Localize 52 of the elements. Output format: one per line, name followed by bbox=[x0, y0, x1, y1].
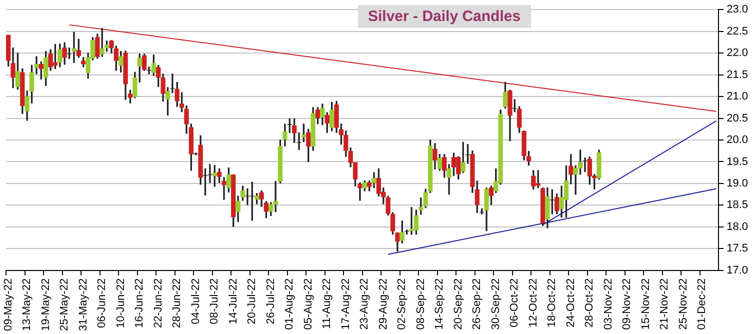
x-tick-label: 09-May-22 bbox=[2, 278, 14, 331]
x-tick-label: 30-Sep-22 bbox=[490, 278, 502, 330]
y-tick-label: 20.5 bbox=[726, 112, 748, 124]
y-tick-label: 23.0 bbox=[726, 4, 748, 16]
x-tick-label: 22-Jun-22 bbox=[152, 278, 164, 328]
x-tick-label: 06-Jun-22 bbox=[96, 278, 108, 328]
x-tick-label: 14-Sep-22 bbox=[434, 278, 446, 330]
x-tick-label: 18-Oct-22 bbox=[546, 278, 558, 328]
x-tick-label: 31-May-22 bbox=[77, 278, 90, 331]
y-tick-label: 19.5 bbox=[726, 156, 748, 168]
y-tick-label: 17.5 bbox=[726, 242, 748, 255]
x-tick-label: 28-Jun-22 bbox=[171, 278, 184, 328]
x-tick-label: 08-Sep-22 bbox=[414, 278, 427, 330]
x-tick-label: 26-Sep-22 bbox=[471, 278, 484, 330]
x-tick-label: 13-May-22 bbox=[21, 278, 34, 331]
x-tick-label: 17-Aug-22 bbox=[340, 278, 352, 330]
x-tick-label: 16-Jun-22 bbox=[134, 278, 146, 328]
x-tick-label: 29-Aug-22 bbox=[377, 278, 390, 330]
x-tick-label: 12-Oct-22 bbox=[527, 278, 540, 328]
x-tick-label: 01-Aug-22 bbox=[284, 278, 296, 330]
x-tick-label: 25-Nov-22 bbox=[677, 278, 690, 330]
x-tick-label: 02-Sep-22 bbox=[396, 278, 408, 330]
x-tick-label: 09-Nov-22 bbox=[621, 278, 634, 330]
y-tick-label: 18.0 bbox=[726, 220, 748, 233]
y-tick-label: 22.0 bbox=[726, 47, 748, 60]
x-tick-label: 06-Oct-22 bbox=[508, 278, 521, 328]
x-tick-label: 05-Aug-22 bbox=[302, 278, 314, 330]
y-tick-label: 18.5 bbox=[726, 199, 748, 212]
x-tick-label: 20-Sep-22 bbox=[452, 278, 464, 330]
x-tick-label: 25-May-22 bbox=[58, 278, 71, 331]
x-tick-label: 04-Jul-22 bbox=[190, 278, 202, 324]
y-tick-label: 22.5 bbox=[726, 25, 748, 38]
x-tick-label: 14-Jul-22 bbox=[227, 278, 240, 324]
x-tick-label: 26-Jul-22 bbox=[264, 278, 277, 324]
x-tick-label: 19-May-22 bbox=[40, 278, 52, 331]
x-tick-label: 15-Nov-22 bbox=[640, 278, 652, 330]
y-tick-label: 20.0 bbox=[726, 134, 748, 146]
x-tick-label: 10-Jun-22 bbox=[114, 278, 127, 328]
x-tick-label: 23-Aug-22 bbox=[358, 278, 371, 330]
x-tick-label: 08-Jul-22 bbox=[208, 278, 221, 324]
x-tick-label: 28-Oct-22 bbox=[584, 278, 596, 328]
x-tick-label: 24-Oct-22 bbox=[564, 278, 577, 328]
x-tick-label: 11-Aug-22 bbox=[321, 278, 334, 329]
x-tick-label: 20-Jul-22 bbox=[246, 278, 258, 324]
x-tick-label: 01-Dec-22 bbox=[696, 278, 708, 330]
y-tick-label: 21.0 bbox=[726, 90, 748, 103]
y-tick-label: 19.0 bbox=[726, 178, 748, 190]
x-tick-label: 03-Nov-22 bbox=[602, 278, 614, 330]
x-tick-label: 21-Nov-22 bbox=[658, 278, 671, 330]
y-tick-label: 17.0 bbox=[726, 264, 748, 276]
chart-title: Silver - Daily Candles bbox=[358, 5, 531, 28]
y-tick-label: 21.5 bbox=[726, 68, 748, 81]
